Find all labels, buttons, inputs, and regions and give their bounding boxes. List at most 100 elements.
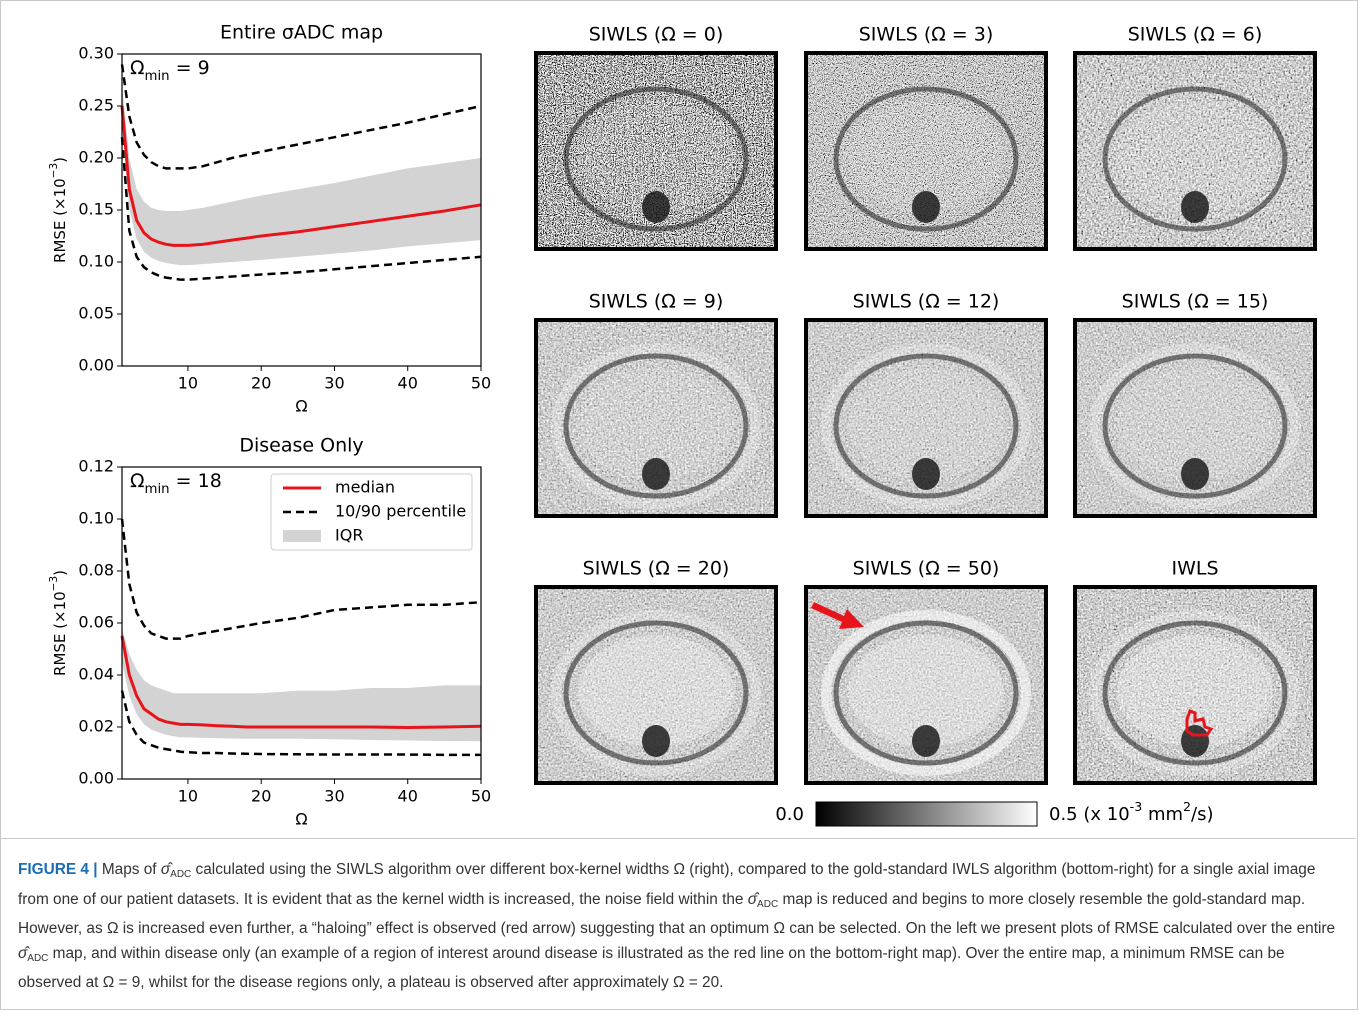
x-tick-label: 20 bbox=[251, 787, 271, 806]
panel-title: SIWLS (Ω = 6) bbox=[1128, 24, 1263, 46]
halo bbox=[1090, 343, 1300, 509]
body-outline bbox=[833, 86, 1019, 232]
body-inner bbox=[848, 101, 1004, 213]
caption-divider bbox=[0, 838, 1356, 839]
y-tick-label: 0.30 bbox=[78, 44, 114, 63]
caption-text: calculated using the SIWLS algorithm ove… bbox=[18, 861, 1316, 908]
legend-swatch bbox=[283, 530, 321, 542]
line-chart: 10 20 30 40 50 0.00 0.05 0.10 0.15 0.20 0.25 0.30 En… bbox=[48, 22, 491, 416]
figure: 10 20 30 40 50 0.00 0.05 0.10 0.15 0.20 0.25 0.30 En… bbox=[48, 22, 1317, 829]
image-panel: SIWLS (Ω = 9) bbox=[534, 291, 778, 518]
panel-border bbox=[1073, 318, 1317, 518]
y-tick-label: 0.04 bbox=[78, 665, 114, 684]
text-part: = 9 bbox=[170, 57, 210, 79]
y-tick-label: 0.25 bbox=[78, 96, 114, 115]
y-tick-label: 0.06 bbox=[78, 613, 114, 632]
legend-label: 10/90 percentile bbox=[335, 502, 466, 521]
line-chart: 10 20 30 40 50 0.00 0.02 0.04 0.06 0.08 0.10 0.12 Di… bbox=[48, 435, 491, 829]
image-panel: SIWLS (Ω = 6) bbox=[1073, 24, 1317, 251]
body-inner bbox=[1117, 635, 1273, 747]
chart-title: Disease Only bbox=[239, 435, 363, 457]
iqr-band bbox=[122, 85, 481, 266]
halo bbox=[551, 343, 761, 509]
text-part: ) bbox=[51, 570, 69, 576]
text-part: RMSE (×10 bbox=[51, 178, 69, 263]
body-outline bbox=[1102, 86, 1288, 232]
panel-title: SIWLS (Ω = 12) bbox=[853, 291, 1000, 313]
caption-text: map is reduced and begins to more closel… bbox=[18, 890, 1336, 938]
colorbar-max-label: 0.5 (x 10-3 mm2/s) bbox=[1049, 799, 1214, 825]
y-tick-label: 0.05 bbox=[78, 304, 114, 323]
image-panel: SIWLS (Ω = 50) bbox=[804, 558, 1048, 785]
body-inner bbox=[1117, 101, 1273, 213]
body-outline bbox=[563, 353, 749, 499]
caption-symbol: σ̂ bbox=[160, 861, 171, 878]
y-tick-label: 0.00 bbox=[78, 769, 114, 788]
caption-subscript: ADC bbox=[170, 869, 192, 880]
text-part: −3 bbox=[48, 163, 60, 178]
caption-symbol: σ̂ bbox=[18, 944, 28, 962]
y-tick-label: 0.00 bbox=[78, 356, 114, 375]
legend-label: median bbox=[335, 478, 395, 497]
spine bbox=[912, 191, 940, 223]
spine bbox=[912, 458, 940, 490]
annotation: Ωmin = 18 bbox=[130, 470, 222, 497]
text-part: Ω bbox=[130, 470, 145, 492]
spine bbox=[642, 458, 670, 490]
x-axis-label: Ω bbox=[295, 810, 307, 829]
image-panel: IWLS bbox=[1073, 558, 1317, 785]
text-part: 0.5 (x 10 bbox=[1049, 804, 1130, 825]
halo bbox=[821, 610, 1031, 776]
text-part: -3 bbox=[1130, 799, 1143, 814]
panel-title: SIWLS (Ω = 50) bbox=[853, 558, 1000, 580]
caption-text: map, and within disease only (an example… bbox=[18, 944, 1285, 992]
y-tick-label: 0.20 bbox=[78, 148, 114, 167]
text-part: /s) bbox=[1191, 804, 1213, 825]
y-tick-label: 0.12 bbox=[78, 457, 114, 476]
body-inner bbox=[848, 635, 1004, 747]
text-part: Ω bbox=[130, 57, 145, 79]
panel-border bbox=[534, 51, 778, 251]
text-part: = 18 bbox=[170, 470, 222, 492]
body-inner bbox=[578, 635, 734, 747]
caption-label: FIGURE 4 | bbox=[18, 861, 98, 878]
panel-border bbox=[804, 585, 1048, 785]
body-outline bbox=[833, 353, 1019, 499]
image-panel: SIWLS (Ω = 15) bbox=[1073, 291, 1317, 518]
body-outline bbox=[833, 620, 1019, 766]
text-part: 2 bbox=[1183, 799, 1191, 814]
caption-subscript: ADC bbox=[27, 952, 49, 964]
caption-text: Maps of bbox=[97, 861, 161, 878]
caption: FIGURE 4 | Maps of σ̂ADC calculated usin… bbox=[18, 858, 1343, 996]
text-part: ) bbox=[51, 157, 69, 163]
panel-title: SIWLS (Ω = 0) bbox=[589, 24, 724, 46]
body-inner bbox=[848, 368, 1004, 480]
colorbar-min-label: 0.0 bbox=[775, 804, 804, 825]
panel-border bbox=[804, 318, 1048, 518]
x-tick-label: 40 bbox=[398, 374, 418, 393]
body-outline bbox=[563, 86, 749, 232]
y-tick-label: 0.10 bbox=[78, 252, 114, 271]
text-part: min bbox=[145, 482, 170, 497]
halo bbox=[1090, 610, 1300, 776]
x-tick-label: 10 bbox=[178, 787, 198, 806]
body-inner bbox=[578, 101, 734, 213]
panel-border bbox=[804, 51, 1048, 251]
median-line bbox=[120, 105, 482, 247]
body-outline bbox=[563, 620, 749, 766]
annotation: Ωmin = 9 bbox=[130, 57, 210, 84]
roi-contour bbox=[1185, 709, 1214, 737]
panel-border bbox=[1073, 585, 1317, 785]
panel-title: IWLS bbox=[1171, 558, 1218, 580]
text-part: mm bbox=[1142, 804, 1183, 825]
image-panel: SIWLS (Ω = 0) bbox=[534, 24, 778, 251]
percentile-line bbox=[120, 137, 482, 281]
x-tick-label: 20 bbox=[251, 374, 271, 393]
median-line bbox=[120, 635, 482, 730]
red-arrow bbox=[811, 602, 864, 629]
panel-border bbox=[1073, 51, 1317, 251]
caption-symbol: σ̂ bbox=[747, 890, 758, 908]
y-axis-label: RMSE (×10−3) bbox=[48, 157, 69, 263]
y-tick-label: 0.10 bbox=[78, 509, 114, 528]
panel-title: SIWLS (Ω = 9) bbox=[589, 291, 724, 313]
